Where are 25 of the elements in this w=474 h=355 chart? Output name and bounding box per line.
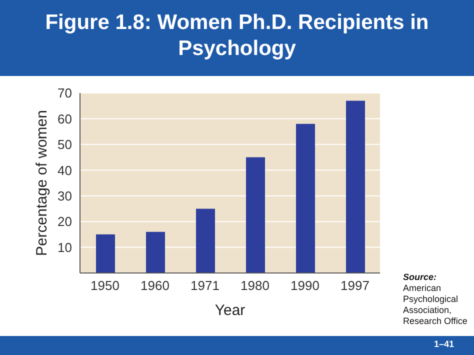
chart-title: Figure 1.8: Women Ph.D. Recipients in Psychology (44, 10, 430, 62)
x-tick-label: 1950 (90, 278, 120, 294)
y-axis-title: Percentage of women (33, 110, 50, 256)
x-tick-label: 1971 (190, 278, 220, 294)
x-tick-label: 1990 (290, 278, 320, 294)
bar (146, 232, 165, 273)
bar (346, 100, 365, 273)
bar (296, 124, 315, 273)
text: 1–41 (434, 339, 454, 349)
y-tick-label: 70 (58, 86, 72, 101)
x-tick-label: 1960 (140, 278, 170, 294)
bar (246, 157, 265, 273)
y-tick-label: 50 (58, 137, 72, 152)
source-note: Source: (403, 272, 438, 283)
y-tick-label: 20 (58, 214, 72, 230)
y-tick-label: 40 (58, 162, 72, 178)
x-tick-label: 1997 (340, 278, 370, 294)
x-axis-title: Year (214, 302, 246, 319)
x-tick-label: 1980 (240, 278, 270, 294)
bar (196, 208, 215, 273)
text: American Psychological Association, Research Office (403, 283, 468, 327)
y-tick-label: 10 (58, 240, 72, 255)
y-tick-label: 60 (58, 111, 72, 126)
bar (96, 234, 115, 273)
y-tick-label: 30 (58, 188, 72, 204)
